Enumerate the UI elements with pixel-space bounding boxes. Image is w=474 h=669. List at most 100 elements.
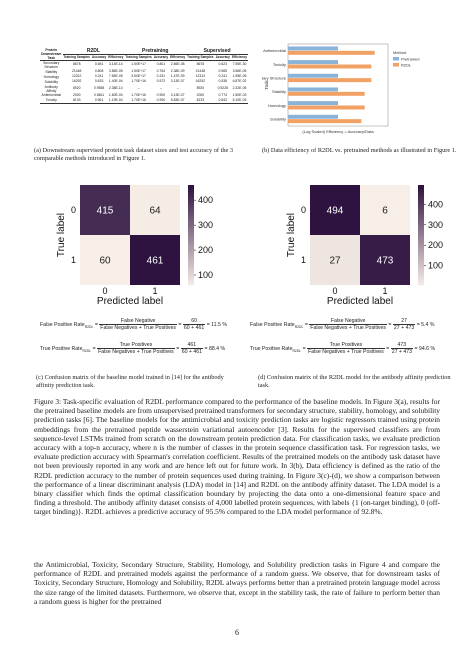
colorbar-segment — [418, 202, 424, 206]
colorbar-segment — [188, 255, 194, 258]
table-cell: 3.13E-07 — [170, 92, 185, 97]
bar-r2dl — [288, 105, 365, 110]
table-cell: 0.801 — [156, 62, 166, 67]
colorbar-segment — [188, 207, 194, 211]
bar-pretrained — [288, 101, 338, 106]
figure-caption: Figure 3: Task-specific evaluation of R2… — [34, 397, 440, 517]
table-cell: 1.40E-04 — [108, 79, 123, 84]
colorbar-segment — [418, 277, 424, 281]
table-cell: 12312 — [195, 74, 206, 79]
efficiency-bar-chart: Antimicrobial Toxicity Secondary Structure… — [262, 43, 419, 134]
task-tick-label: Stability — [272, 89, 286, 94]
table-row: Stability 21448 0.808 3.86E-05 1.50E+17 0.764… — [40, 69, 248, 74]
colorbar-segment — [188, 187, 194, 191]
subcol-efficiency: Efficiency — [169, 54, 187, 61]
colorbar-segment — [418, 275, 424, 278]
table-cell: 16252 — [195, 79, 206, 84]
fpr-equation-left: False Positive RateR2DL = False Negative… — [40, 318, 227, 331]
tpr-equation-right: True Positive RateR2DL = True Positives F… — [250, 342, 436, 355]
colorbar-segment — [418, 237, 424, 241]
colorbar-segment — [188, 252, 194, 256]
colorbar-segment — [418, 232, 424, 236]
table-row: Secondary Structure 8678 0.651 3.14E-14 1.50… — [40, 61, 248, 70]
cm-cell — [130, 185, 180, 235]
x-axis-label: (Log Scaled) Efficiency = Accuracy/Data — [302, 129, 374, 134]
table-cell: 0.241 — [94, 74, 104, 79]
colorbar-segment — [418, 197, 424, 201]
colorbar-segment — [418, 220, 424, 223]
table-row: Antimicrobial 2000 0.8811 1.60E-04 1.70E+16 0… — [40, 93, 248, 98]
table-cell: 0.9558 — [93, 86, 105, 90]
x-axis-label: Predicted label — [327, 296, 393, 307]
colorbar-segment — [418, 217, 424, 221]
legend-swatch — [393, 63, 399, 67]
colorbar-segment — [418, 260, 424, 263]
cm-value: 64 — [149, 206, 161, 217]
table-cell: 21448 — [72, 69, 82, 73]
table-cell: 1.70E+16 — [131, 92, 146, 97]
colorbar-segment — [188, 240, 194, 243]
table-cell: 1.70E+16 — [131, 79, 146, 84]
table-cell-task: Stability — [45, 69, 58, 74]
equations-right: False Positive RateR2DL = False Negative… — [250, 318, 435, 356]
subcol-samples: Training Samples — [62, 54, 91, 61]
table-cell: 6.87E-02 — [232, 79, 247, 84]
table-cell: 8920 — [72, 86, 81, 90]
table-cell: 8920 — [196, 86, 205, 90]
colorbar-segment — [188, 227, 194, 231]
task-tick-label: Antimicrobial — [263, 48, 286, 53]
subcol-efficiency: Efficiency — [230, 54, 248, 61]
cm-cell — [360, 185, 410, 235]
table-cell: – — [159, 86, 162, 90]
colorbar-segment — [418, 250, 424, 253]
colorbar-segment — [188, 195, 194, 198]
colorbar-segment — [418, 247, 424, 251]
table-cell: 2000 — [196, 92, 205, 97]
y-axis-label: True label — [286, 213, 297, 257]
table-cell: 0.565 — [218, 69, 228, 73]
colorbar-segment — [418, 205, 424, 208]
colorbar-segment — [188, 220, 194, 223]
colorbar-segment — [418, 267, 424, 271]
table-cell: 16252 — [72, 79, 82, 84]
bar-pretrained — [288, 73, 338, 78]
table-cell: 0.231 — [156, 74, 166, 79]
table-a: Protein Downstream Task R2DL Pretraining… — [40, 48, 248, 104]
colorbar-segment — [188, 215, 194, 218]
cm-cell — [80, 235, 130, 285]
colorbar-segment — [418, 210, 424, 213]
table-row: Antibody Affinity 8920 0.9558 2.38E-14 – – – 89… — [40, 85, 248, 93]
colorbar-tick-label: 100 — [428, 261, 443, 271]
group-supervised: Supervised — [186, 48, 248, 56]
colorbar-segment — [418, 245, 424, 248]
colorbar-segment — [188, 277, 194, 281]
colorbar-segment — [188, 202, 194, 206]
table-cell: 1.47E-09 — [170, 74, 185, 79]
colorbar-segment — [418, 270, 424, 273]
table-cell: 2000 — [72, 92, 81, 97]
x-tick-label: 0 — [102, 286, 107, 296]
caption-b: (b) Data efficiency of R2DL vs. pretrain… — [262, 147, 457, 154]
fpr-equation-right: False Positive RateR2DL = False Negative… — [250, 318, 435, 331]
task-tick-label: Solubility — [270, 116, 286, 121]
cm-cell — [360, 235, 410, 285]
dataset-table: Protein Downstream Task R2DL Pretraining… — [40, 48, 248, 104]
subcol-accuracy: Accuracy — [214, 54, 231, 61]
table-cell: 0.961 — [94, 97, 104, 102]
table-cell: 1.60E-04 — [108, 92, 123, 97]
table-cell: – — [137, 86, 140, 90]
table-row: Homology 12312 0.241 7.65E-05 3.50E+17 0.231 1… — [40, 74, 248, 79]
colorbar-segment — [418, 255, 424, 258]
colorbar-segment — [418, 272, 424, 276]
colorbar-segment — [188, 280, 194, 283]
colorbar-segment — [418, 185, 424, 188]
colorbar-tick-label: 200 — [428, 240, 443, 250]
table-cell: 2.32E-05 — [232, 86, 247, 90]
group-r2dl: R2DL — [62, 48, 125, 56]
colorbar-segment — [188, 235, 194, 238]
table-cell: 3.56E-05 — [232, 69, 247, 73]
subcol-efficiency: Efficiency — [107, 54, 125, 61]
caption-a: (a) Downstream supervised protein task d… — [34, 147, 233, 162]
cm-cell — [130, 235, 180, 285]
